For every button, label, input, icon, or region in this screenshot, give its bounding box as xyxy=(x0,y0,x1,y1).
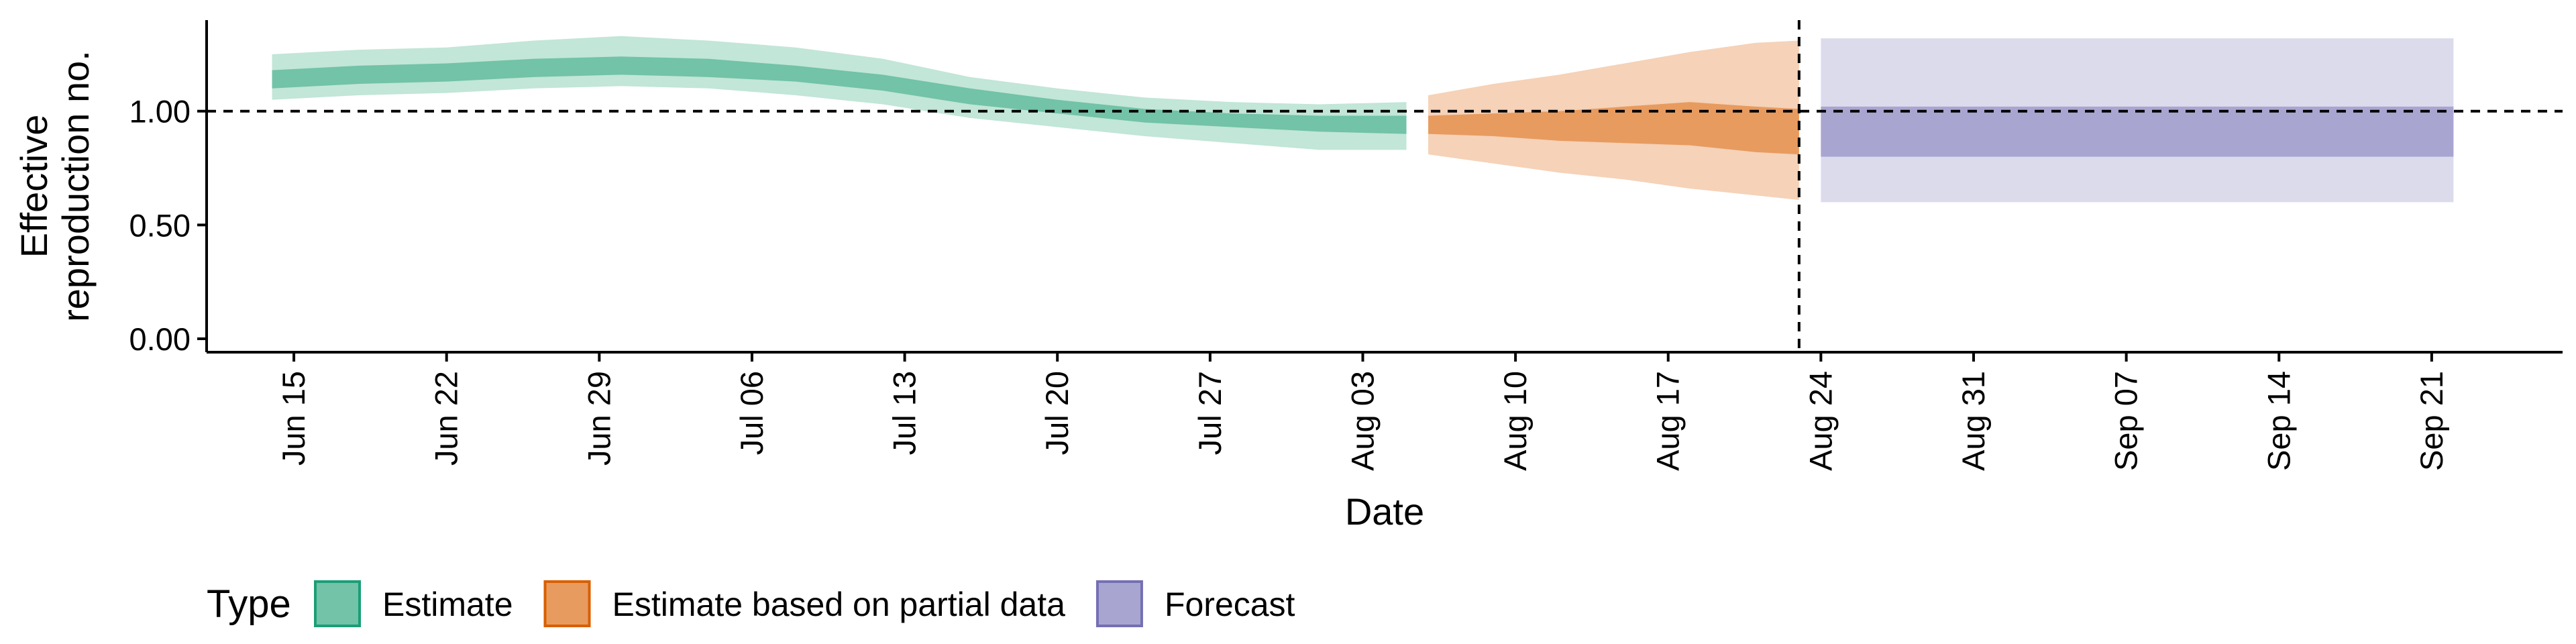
x-tick-label: Jun 22 xyxy=(429,371,464,466)
x-tick-label: Sep 21 xyxy=(2414,371,2449,471)
x-tick-label: Jun 29 xyxy=(581,371,616,466)
band-50-0 xyxy=(272,56,1407,134)
reference-lines xyxy=(207,20,2563,352)
y-axis-title: Effectivereproduction no. xyxy=(13,50,97,322)
x-axis-title: Date xyxy=(1345,490,1424,533)
x-tick-label: Jul 27 xyxy=(1192,371,1228,455)
legend-label: Forecast xyxy=(1165,586,1295,623)
chart-bands xyxy=(272,36,2454,203)
x-tick-label: Sep 14 xyxy=(2261,371,2296,471)
y-axis-title-line: Effective xyxy=(13,115,55,258)
legend-swatch xyxy=(1095,580,1143,627)
x-tick-label: Aug 24 xyxy=(1803,371,1838,471)
x-tick-label: Jul 06 xyxy=(734,371,769,455)
x-tick-label: Sep 07 xyxy=(2108,371,2144,471)
legend: Type Estimate Estimate based on partial da… xyxy=(207,580,1295,627)
x-tick-label: Aug 17 xyxy=(1650,371,1686,471)
x-tick-label: Jun 15 xyxy=(276,371,311,466)
band-90-0 xyxy=(272,36,1407,150)
x-tick-label: Aug 03 xyxy=(1344,371,1380,471)
band-50-1 xyxy=(1428,102,1799,155)
x-tick-label: Aug 31 xyxy=(1955,371,1991,471)
x-tick-label: Jul 13 xyxy=(887,371,922,455)
x-tick-label: Jul 20 xyxy=(1039,371,1075,455)
legend-label: Estimate based on partial data xyxy=(612,586,1066,623)
band-50-2 xyxy=(1821,106,2454,157)
legend-title: Type xyxy=(207,582,291,626)
y-axis-title-line: reproduction no. xyxy=(54,50,97,322)
y-axis-ticks: 0.00 0.50 1.00 xyxy=(129,94,207,357)
legend-label: Estimate xyxy=(382,586,513,623)
x-axis-ticks: Jun 15 Jun 22 Jun 29 Jul 06 Jul 13 Jul 20 Jul … xyxy=(276,352,2449,471)
x-tick-label: Aug 10 xyxy=(1497,371,1533,471)
y-tick-label: 0.00 xyxy=(129,321,191,357)
legend-swatch xyxy=(543,580,591,627)
y-tick-label: 0.50 xyxy=(129,207,191,243)
y-tick-label: 1.00 xyxy=(129,94,191,129)
legend-swatch xyxy=(314,580,361,627)
